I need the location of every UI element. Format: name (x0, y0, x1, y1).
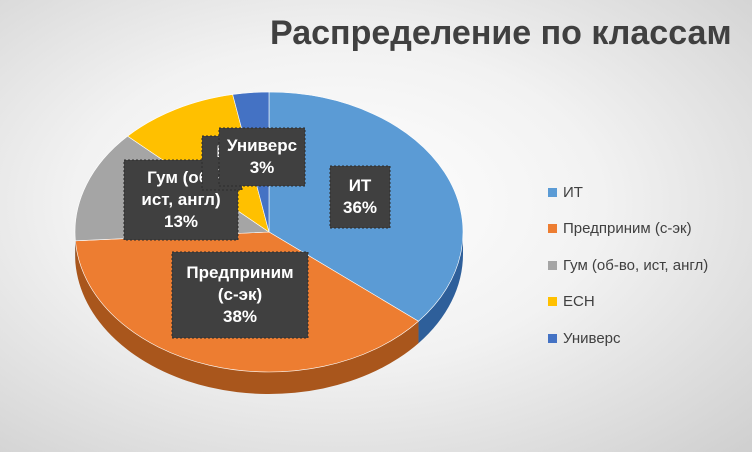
data-label-text: 13% (164, 212, 198, 231)
pie-side-ит (418, 232, 463, 344)
data-label-text: Гум (об- (147, 168, 215, 187)
data-label-text: Предприним (186, 263, 293, 282)
data-label-text: 38% (223, 307, 257, 326)
legend-item-предприним-с-эк: Предприним (с-эк) (548, 211, 748, 248)
legend-label: Предприним (с-эк) (563, 220, 692, 238)
legend-swatch (548, 297, 557, 307)
data-label-text: ИТ (349, 176, 372, 195)
legend-swatch (548, 333, 557, 343)
legend-swatch (548, 224, 557, 234)
legend-item-есн: ЕСН (548, 284, 748, 321)
legend-label: Универс (563, 329, 621, 347)
data-label-ит: ИТ 36% (329, 165, 391, 229)
legend-label: ЕСН (563, 293, 595, 311)
legend-label: ИТ (563, 183, 583, 201)
legend-swatch (548, 260, 557, 270)
data-label-text: 3% (250, 158, 275, 177)
data-label-text: Универс (227, 136, 297, 155)
legend-item-гум-об-во-ист-англ: Гум (об-во, ист, англ) (548, 247, 748, 284)
data-label-предприним-с-эк: Предприним (с-эк) 38% (171, 251, 309, 339)
legend-item-универс: Универс (548, 320, 748, 357)
data-label-text: ист, англ) (141, 190, 220, 209)
legend-label: Гум (об-во, ист, англ) (563, 256, 709, 274)
data-label-text: (с-эк) (218, 285, 262, 304)
pie-side-предприним-с-эк (75, 240, 419, 394)
legend-item-ит: ИТ (548, 174, 748, 211)
chart-title: Распределение по классам (270, 14, 732, 52)
pie-labels: ИТ 36% Предприним (с-эк) 38% Гум (об-ист, анг… (123, 127, 391, 339)
legend-swatch (548, 187, 557, 197)
data-label-text: 36% (343, 198, 377, 217)
legend: ИТ Предприним (с-эк) Гум (об-во, ист, англ… (548, 174, 748, 357)
data-label-универс: Универс 3% (218, 127, 306, 187)
